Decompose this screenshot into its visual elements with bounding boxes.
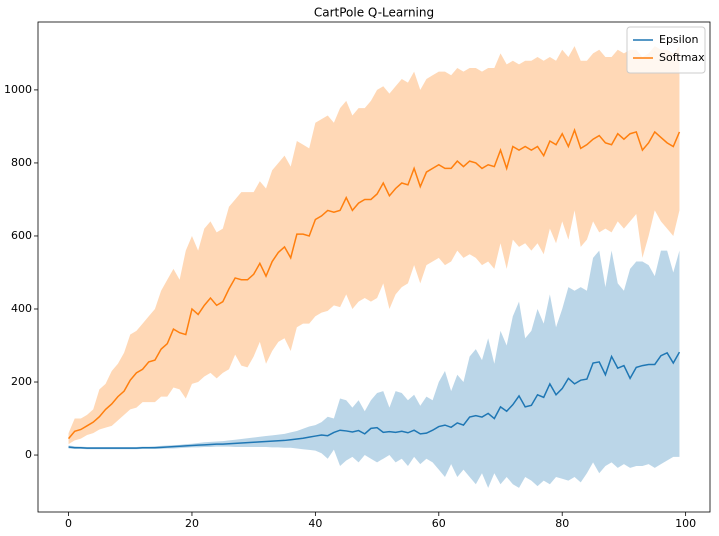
y-tick-label: 600 <box>11 229 32 242</box>
y-tick-label: 0 <box>25 448 32 461</box>
x-tick-label: 40 <box>308 517 322 530</box>
confidence-band <box>68 46 680 445</box>
line <box>67 127 681 440</box>
x-tick-label: 0 <box>65 517 72 530</box>
y-tick-label: 1000 <box>4 83 32 96</box>
y-tick-label: 400 <box>11 302 32 315</box>
y-tick-label: 800 <box>11 156 32 169</box>
legend-box <box>626 26 706 74</box>
chart-title: CartPole Q-Learning <box>314 6 434 20</box>
x-tick-label: 60 <box>432 517 446 530</box>
legend-label: Softmax <box>659 51 705 64</box>
line <box>68 351 681 449</box>
x-tick-label: 100 <box>675 517 696 530</box>
x-tick-label: 80 <box>555 517 569 530</box>
plot-frame <box>37 21 711 513</box>
legend-label: Epsilon <box>659 33 699 46</box>
x-tick-label: 20 <box>185 517 199 530</box>
confidence-band <box>68 250 680 488</box>
y-tick-label: 200 <box>11 375 32 388</box>
